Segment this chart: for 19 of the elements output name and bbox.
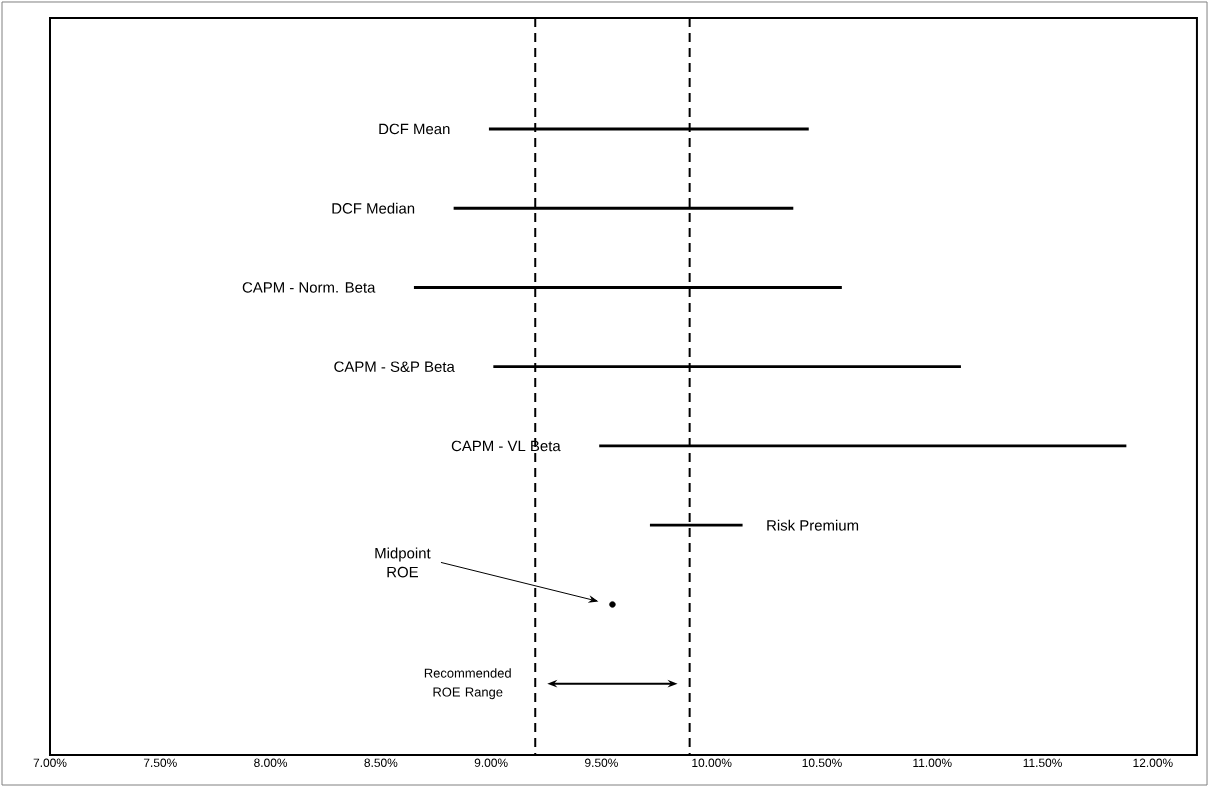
- annotation: Midpoint ROE: [375, 547, 431, 578]
- x-tick-label: 10.00%: [692, 758, 732, 767]
- x-tick-label: 11.00%: [913, 758, 952, 767]
- y-tick-label: CAPM - Norm. Beta: [242, 282, 376, 293]
- x-tick-label: 11.50%: [1023, 758, 1062, 767]
- x-tick-label: 9.00%: [474, 758, 508, 767]
- x-tick-label: 10.50%: [802, 758, 842, 767]
- x-tick-label: 8.00%: [254, 758, 288, 767]
- x-tick-label: 7.50%: [143, 758, 177, 767]
- y-tick-label: CAPM - VL Beta: [451, 440, 561, 452]
- y-tick-label: CAPM - S&P Beta: [334, 361, 455, 372]
- annotation: Recommended ROE Range: [424, 668, 511, 700]
- y-tick-label: Risk Premium: [767, 519, 859, 531]
- x-tick-label: 8.50%: [364, 758, 398, 767]
- x-tick-label: 12.00%: [1133, 758, 1173, 767]
- y-tick-label: DCF Mean: [379, 123, 450, 135]
- x-tick-label: 9.50%: [585, 758, 618, 767]
- x-tick-label: 7.00%: [33, 758, 67, 767]
- y-tick-label: DCF Median: [332, 202, 415, 214]
